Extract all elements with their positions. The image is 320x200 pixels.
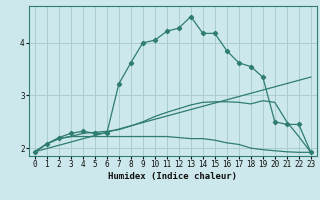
- X-axis label: Humidex (Indice chaleur): Humidex (Indice chaleur): [108, 172, 237, 181]
